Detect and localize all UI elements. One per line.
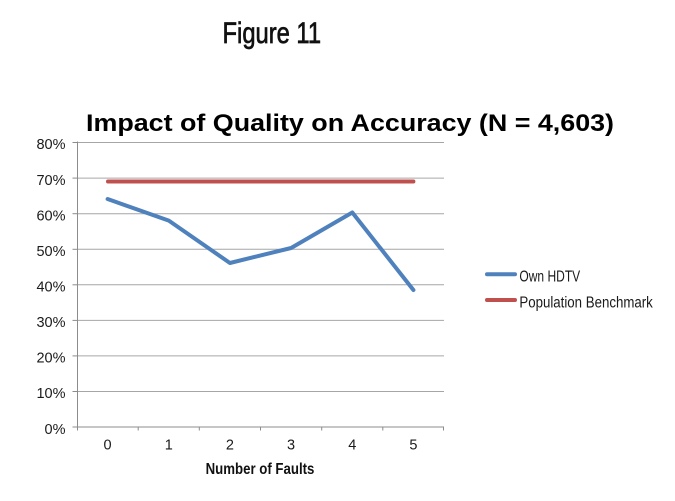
svg-text:Impact of Quality on Accuracy: Impact of Quality on Accuracy (N = 4,603… bbox=[86, 110, 614, 137]
svg-text:60%: 60% bbox=[36, 208, 65, 224]
svg-text:Figure 11: Figure 11 bbox=[223, 17, 322, 50]
svg-text:Number of Faults: Number of Faults bbox=[206, 461, 315, 478]
svg-text:10%: 10% bbox=[36, 386, 65, 402]
svg-text:1: 1 bbox=[165, 438, 173, 454]
svg-text:70%: 70% bbox=[36, 173, 65, 189]
svg-text:2: 2 bbox=[226, 438, 234, 454]
svg-text:4: 4 bbox=[348, 438, 356, 454]
svg-text:Own HDTV: Own HDTV bbox=[519, 269, 580, 286]
svg-text:5: 5 bbox=[409, 438, 417, 454]
svg-text:30%: 30% bbox=[36, 315, 65, 331]
svg-text:20%: 20% bbox=[36, 351, 65, 367]
svg-text:0%: 0% bbox=[45, 422, 66, 438]
svg-text:40%: 40% bbox=[36, 280, 65, 296]
svg-text:0: 0 bbox=[104, 438, 112, 454]
svg-text:Population Benchmark: Population Benchmark bbox=[519, 294, 653, 311]
svg-text:3: 3 bbox=[287, 438, 295, 454]
svg-text:50%: 50% bbox=[36, 244, 65, 260]
svg-text:80%: 80% bbox=[36, 137, 65, 153]
